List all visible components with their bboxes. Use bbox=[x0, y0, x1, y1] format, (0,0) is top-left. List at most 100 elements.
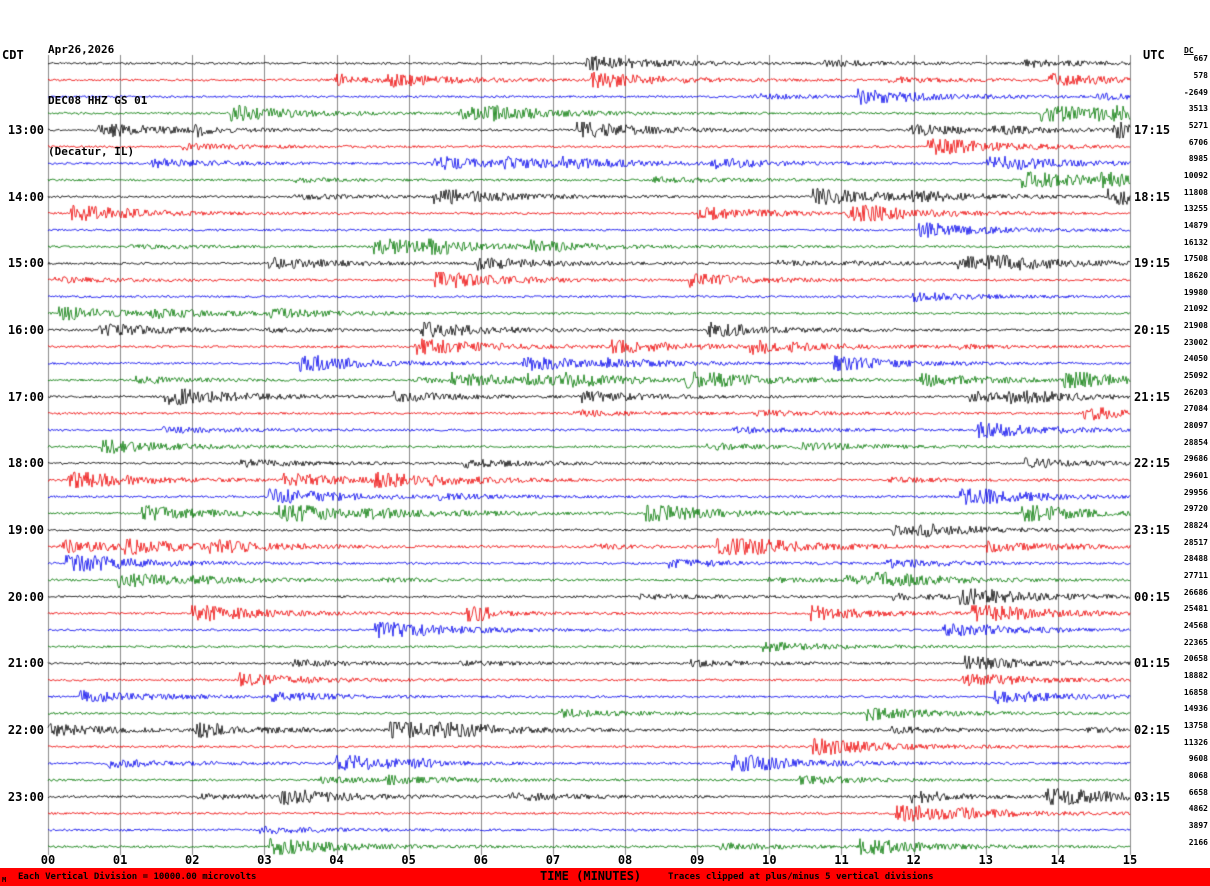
row-dc-offset-value: 20658 bbox=[1183, 654, 1208, 664]
row-dc-offset-value: 24050 bbox=[1183, 354, 1208, 364]
row-right-time-label: 02:15 bbox=[1134, 723, 1171, 737]
row-dc-offset-value: 29720 bbox=[1183, 504, 1208, 514]
row-dc-offset-value: 8985 bbox=[1188, 154, 1208, 164]
row-dc-offset-value: 26203 bbox=[1183, 387, 1208, 397]
row-right-time-label: 19:15 bbox=[1134, 256, 1171, 271]
row-dc-offset-value: 28854 bbox=[1183, 437, 1208, 447]
x-tick-label: 14 bbox=[1050, 853, 1066, 867]
row-right-time-label: 18:15 bbox=[1134, 189, 1171, 204]
row-dc-offset-value: 3513 bbox=[1188, 104, 1208, 114]
x-tick-label: 12 bbox=[906, 853, 921, 867]
row-dc-offset-value: 24568 bbox=[1183, 621, 1208, 630]
row-right-time-label: 22:15 bbox=[1134, 456, 1171, 471]
row-dc-offset-value: 28517 bbox=[1183, 537, 1208, 547]
row-dc-offset-value: 21092 bbox=[1183, 304, 1208, 314]
row-dc-offset-value: 25092 bbox=[1183, 371, 1208, 380]
row-right-time-label: 03:15 bbox=[1134, 789, 1171, 804]
row-left-time-label: 21:00 bbox=[7, 656, 44, 671]
row-dc-offset-value: 17508 bbox=[1183, 254, 1208, 264]
row-dc-offset-value: 21908 bbox=[1183, 321, 1208, 330]
row-right-time-label: 21:15 bbox=[1134, 389, 1171, 404]
row-dc-offset-value: 18620 bbox=[1183, 271, 1208, 280]
row-dc-offset-value: 29601 bbox=[1183, 471, 1208, 480]
row-dc-offset-value: 5271 bbox=[1188, 121, 1208, 130]
x-tick-label: 13 bbox=[978, 853, 993, 867]
row-dc-offset-value: 3897 bbox=[1188, 821, 1208, 830]
row-right-time-label: 20:15 bbox=[1134, 323, 1171, 337]
row-left-time-label: 23:00 bbox=[7, 789, 44, 804]
x-tick-label: 08 bbox=[617, 853, 633, 867]
row-left-time-label: 19:00 bbox=[7, 523, 44, 537]
row-left-time-label: 18:00 bbox=[7, 456, 44, 471]
row-left-time-label: 15:00 bbox=[7, 256, 44, 271]
x-tick-label: 06 bbox=[473, 853, 489, 867]
x-tick-label: 03 bbox=[257, 853, 272, 867]
row-right-time-label: 23:15 bbox=[1134, 523, 1171, 537]
row-right-time-label: 00:15 bbox=[1134, 589, 1171, 604]
row-left-time-label: 20:00 bbox=[7, 589, 44, 604]
row-dc-offset-value: 13758 bbox=[1183, 721, 1208, 730]
row-dc-offset-value: 27084 bbox=[1183, 404, 1208, 414]
row-dc-offset-value: 4862 bbox=[1188, 804, 1208, 814]
dc-column-header: DC bbox=[1184, 46, 1194, 55]
row-dc-offset-value: 14879 bbox=[1183, 221, 1208, 230]
x-tick-label: 00 bbox=[40, 853, 56, 867]
row-dc-offset-value: 2166 bbox=[1188, 837, 1208, 847]
title-location: (Decatur, IL) bbox=[48, 145, 135, 158]
row-dc-offset-value: 29956 bbox=[1183, 487, 1208, 497]
title-station: DEC08 HHZ GS 01 bbox=[48, 94, 148, 107]
row-dc-offset-value: 27711 bbox=[1183, 571, 1208, 580]
x-tick-label: 04 bbox=[329, 853, 344, 867]
row-dc-offset-value: 11326 bbox=[1183, 737, 1208, 747]
footer-bar: Each Vertical Division = 10000.00 microv… bbox=[0, 868, 1210, 886]
row-dc-offset-value: 10092 bbox=[1183, 171, 1208, 180]
row-dc-offset-value: 18882 bbox=[1183, 671, 1208, 680]
row-dc-offset-value: 28488 bbox=[1183, 554, 1208, 564]
row-left-time-label: 16:00 bbox=[7, 323, 44, 337]
row-dc-offset-value: 16132 bbox=[1183, 237, 1208, 247]
row-dc-offset-value: 11808 bbox=[1183, 187, 1208, 197]
x-tick-label: 05 bbox=[401, 853, 416, 867]
row-dc-offset-value: 19980 bbox=[1183, 287, 1208, 297]
row-dc-offset-value: 22365 bbox=[1183, 637, 1208, 647]
row-dc-offset-value: 25481 bbox=[1183, 604, 1208, 614]
row-dc-offset-value: 14936 bbox=[1183, 704, 1208, 714]
row-left-time-label: 14:00 bbox=[7, 189, 44, 204]
title-date: Apr26,2026 bbox=[48, 43, 115, 56]
vertical-division-note: Each Vertical Division = 10000.00 microv… bbox=[18, 872, 257, 882]
x-axis-label: TIME (MINUTES) bbox=[540, 869, 642, 883]
x-tick-label: 10 bbox=[762, 853, 777, 867]
x-tick-label: 01 bbox=[112, 853, 128, 867]
row-dc-offset-value: 13255 bbox=[1183, 204, 1208, 214]
row-dc-offset-value: 578 bbox=[1193, 71, 1208, 80]
row-dc-offset-value: 29686 bbox=[1183, 454, 1208, 464]
x-tick-label: 11 bbox=[834, 853, 849, 867]
row-dc-offset-value: 23002 bbox=[1183, 337, 1208, 347]
station-title-block: Apr26,2026 DEC08 HHZ GS 01 (Decatur, IL) bbox=[48, 5, 147, 196]
row-right-time-label: 17:15 bbox=[1134, 123, 1171, 137]
corner-mark: M bbox=[2, 876, 7, 884]
x-tick-label: 15 bbox=[1122, 853, 1138, 867]
right-timezone-label: UTC bbox=[1143, 48, 1165, 62]
row-right-time-label: 01:15 bbox=[1134, 656, 1171, 671]
row-dc-offset-value: 8068 bbox=[1188, 771, 1208, 780]
x-tick-label: 09 bbox=[689, 853, 705, 867]
clipping-note: Traces clipped at plus/minus 5 vertical … bbox=[668, 872, 934, 882]
row-left-time-label: 22:00 bbox=[7, 723, 44, 737]
row-dc-offset-value: 667 bbox=[1193, 54, 1208, 64]
row-left-time-label: 17:00 bbox=[7, 389, 44, 404]
row-dc-offset-value: 16858 bbox=[1183, 687, 1208, 697]
x-tick-label: 02 bbox=[185, 853, 200, 867]
row-dc-offset-value: 28097 bbox=[1183, 421, 1208, 430]
row-dc-offset-value: 6658 bbox=[1188, 787, 1208, 797]
row-dc-offset-value: 26686 bbox=[1183, 587, 1208, 597]
row-dc-offset-value: -2649 bbox=[1183, 87, 1208, 97]
x-tick-label: 07 bbox=[545, 853, 561, 867]
row-left-time-label: 13:00 bbox=[7, 123, 44, 137]
row-dc-offset-value: 28824 bbox=[1183, 521, 1208, 530]
row-dc-offset-value: 9608 bbox=[1188, 754, 1208, 764]
left-timezone-label: CDT bbox=[2, 48, 24, 62]
row-dc-offset-value: 6706 bbox=[1188, 137, 1208, 147]
